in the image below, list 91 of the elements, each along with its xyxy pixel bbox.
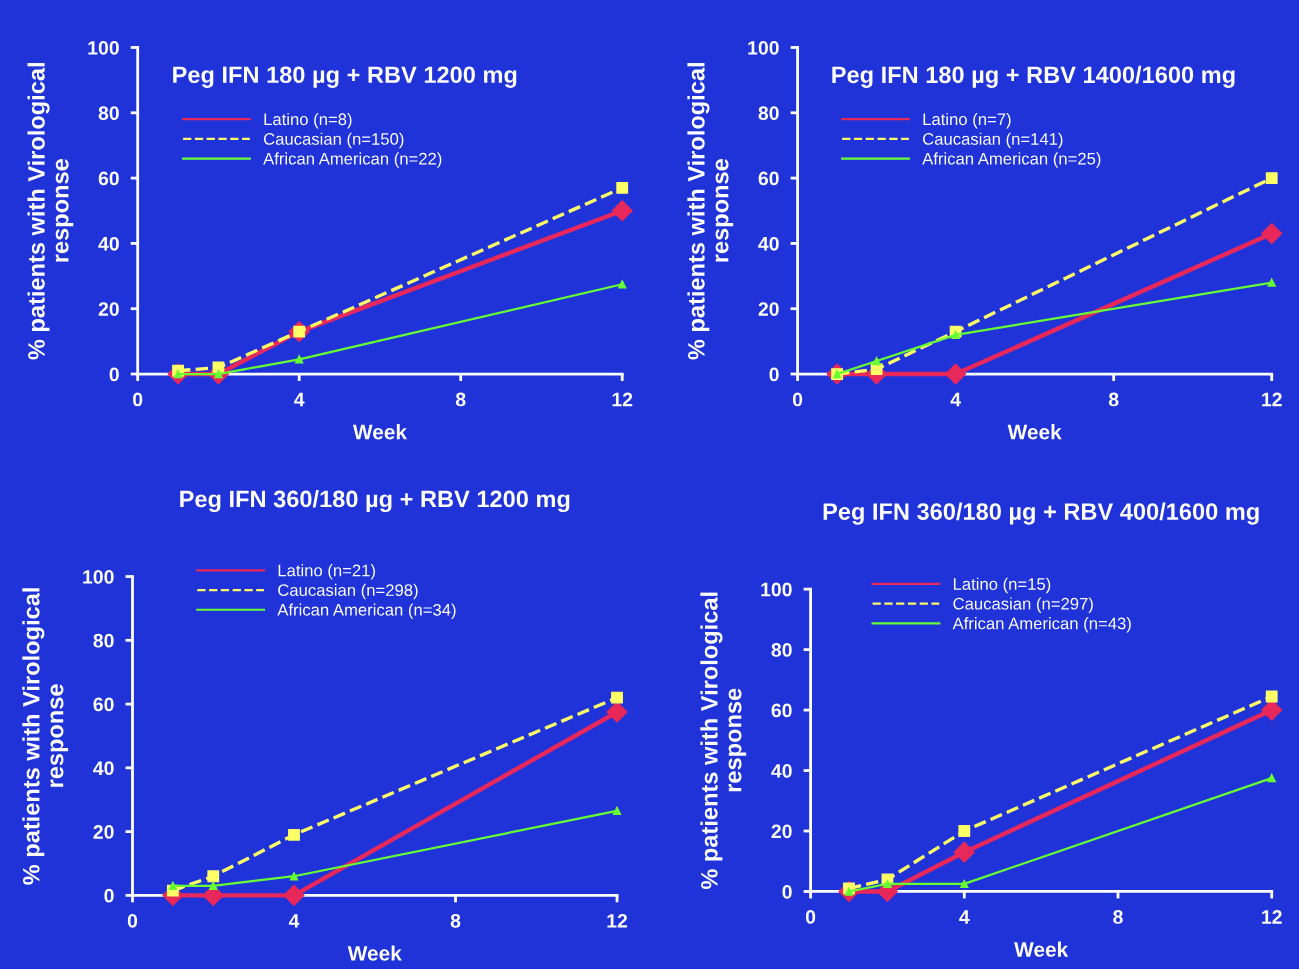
legend-label: Caucasian (n=150)	[263, 132, 404, 149]
point	[616, 181, 629, 194]
x-tick-label: 0	[805, 910, 816, 924]
legend-label: Latino (n=21)	[278, 564, 375, 580]
y-tick-label: 60	[93, 697, 114, 712]
x-axis-title: Week	[1007, 424, 1062, 440]
x-tick-label: 4	[288, 914, 300, 928]
point	[958, 825, 971, 837]
point	[945, 363, 967, 385]
x-tick-label: 4	[950, 392, 961, 407]
point	[611, 691, 623, 704]
point	[168, 881, 178, 890]
y-tick-label: 80	[758, 106, 779, 121]
y-tick-label: 40	[98, 236, 119, 251]
x-tick-label: 8	[1113, 910, 1123, 924]
x-tick-label: 4	[959, 910, 970, 924]
legend-label: African American (n=25)	[922, 152, 1101, 168]
point	[283, 884, 305, 906]
chart-title: Peg IFN 360/180 µg + RBV 400/1600 mg	[823, 502, 1259, 525]
y-tick-label: 40	[93, 761, 114, 776]
y-tick-label: 20	[98, 302, 119, 316]
y-tick-label: 20	[758, 302, 779, 316]
y-tick-label: 80	[771, 643, 792, 657]
point	[1261, 223, 1283, 245]
y-tick-label: 20	[771, 824, 792, 839]
point	[883, 879, 892, 889]
y-tick-label: 20	[93, 825, 114, 839]
y-tick-label: 80	[93, 633, 114, 648]
legend-label: African American (n=22)	[263, 152, 442, 168]
legend-label: African American (n=34)	[277, 603, 456, 620]
point	[960, 879, 969, 889]
legend-label: Caucasian (n=297)	[953, 597, 1093, 613]
x-tick-label: 12	[612, 392, 633, 407]
x-tick-label: 12	[1262, 910, 1282, 924]
y-axis-title: % patients with Virological response	[27, 63, 74, 360]
x-tick-label: 4	[294, 392, 305, 407]
y-axis-title: % patients with Virological response	[700, 592, 747, 890]
x-tick-label: 12	[1262, 392, 1282, 407]
point	[207, 870, 220, 883]
x-axis-title: Week	[347, 945, 402, 961]
y-tick-label: 100	[83, 570, 114, 584]
point	[1265, 172, 1278, 185]
y-tick-label: 0	[782, 884, 792, 899]
y-tick-label: 40	[771, 764, 792, 778]
legend-label: African American (n=43)	[952, 617, 1131, 633]
y-tick-label: 0	[109, 367, 119, 382]
legend-label: Latino (n=7)	[923, 112, 1011, 129]
y-axis-title: % patients with Virological response	[22, 588, 69, 885]
y-axis-title: % patients with Virological response	[687, 63, 734, 360]
legend-label: Caucasian (n=298)	[278, 583, 418, 600]
y-tick-label: 0	[769, 367, 779, 382]
point	[951, 330, 960, 340]
y-tick-label: 100	[748, 40, 779, 55]
y-tick-label: 100	[88, 40, 119, 55]
y-tick-label: 60	[758, 171, 779, 186]
x-tick-label: 0	[133, 392, 143, 407]
legend-label: Latino (n=15)	[953, 577, 1051, 594]
x-axis-title: Week	[352, 424, 408, 440]
point	[953, 841, 975, 863]
point	[295, 355, 304, 364]
point	[872, 356, 881, 366]
y-tick-label: 40	[758, 236, 779, 251]
x-tick-label: 8	[450, 913, 461, 928]
text: Peg IFN 180 µg + RBV 1200 mg	[173, 66, 517, 88]
y-tick-label: 0	[104, 888, 114, 903]
point	[1267, 773, 1276, 783]
point	[618, 280, 627, 289]
point	[612, 806, 622, 816]
text: Peg IFN 180 µg + RBV 1400/1600 mg	[832, 65, 1235, 88]
point	[870, 363, 883, 376]
point	[1265, 690, 1278, 703]
point	[209, 881, 218, 890]
y-tick-label: 80	[98, 106, 119, 121]
point	[1261, 699, 1283, 721]
x-tick-label: 0	[792, 392, 803, 407]
x-tick-label: 8	[1108, 392, 1119, 407]
point	[611, 200, 633, 222]
point	[288, 828, 300, 841]
legend-label: Latino (n=8)	[264, 112, 352, 129]
point	[1267, 278, 1276, 287]
y-tick-label: 60	[771, 703, 792, 718]
y-tick-label: 60	[98, 171, 119, 186]
x-axis-title: Week	[1014, 941, 1069, 957]
y-tick-label: 100	[761, 582, 792, 597]
point	[606, 701, 628, 723]
x-tick-label: 0	[127, 913, 138, 928]
chart-title: Peg IFN 360/180 µg + RBV 1200 mg	[180, 490, 570, 513]
x-tick-label: 8	[455, 392, 466, 407]
x-tick-label: 12	[607, 913, 628, 928]
legend-label: Caucasian (n=141)	[923, 132, 1063, 149]
point	[289, 872, 299, 881]
